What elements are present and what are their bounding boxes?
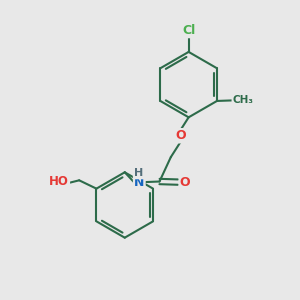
Text: O: O (180, 176, 190, 189)
Text: O: O (176, 129, 186, 142)
Text: Cl: Cl (182, 24, 195, 37)
Text: N: N (134, 176, 145, 189)
Text: H: H (134, 168, 143, 178)
Text: HO: HO (49, 175, 69, 188)
Text: CH₃: CH₃ (232, 95, 254, 105)
